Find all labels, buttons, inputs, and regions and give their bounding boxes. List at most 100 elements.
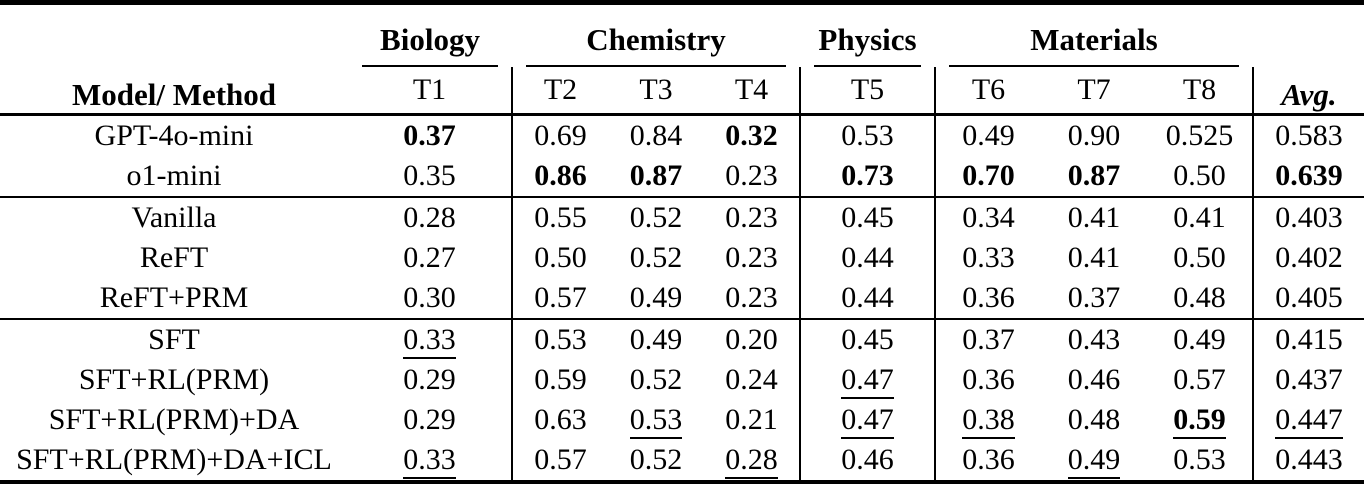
value-cell: 0.36 [934,278,1041,319]
value-text: 0.47 [841,363,894,399]
value-text: 0.38 [962,403,1015,439]
value-text: 0.36 [962,363,1015,396]
value-cell: 0.44 [799,238,935,278]
value-text: 0.49 [962,119,1015,152]
value-cell: 0.23 [704,197,800,238]
table-row: ReFT+PRM 0.30 0.57 0.49 0.23 0.44 0.36 0.37 0.48… [0,278,1364,319]
value-text: 0.23 [725,159,778,192]
value-cell: 0.443 [1252,440,1364,483]
value-text: 0.405 [1275,281,1343,314]
value-text: 0.86 [534,159,587,192]
value-cell: 0.437 [1252,360,1364,400]
value-cell: 0.33 [348,319,512,360]
value-text: 0.84 [629,119,683,152]
table-row: Vanilla 0.28 0.55 0.52 0.23 0.45 0.34 0.41 0.41 0… [0,197,1364,238]
col-header-model-method: Model/ Method [71,77,277,112]
row-group-3: SFT 0.33 0.53 0.49 0.20 0.45 0.37 0.43 0.49 0.415… [0,319,1364,483]
value-text: 0.45 [841,323,894,356]
col-header-t4: T4 [734,73,769,106]
value-cell: 0.41 [1041,238,1147,278]
value-cell: 0.33 [934,238,1041,278]
value-text: 0.402 [1275,241,1343,274]
col-header-avg: Avg. [1281,77,1337,112]
value-cell: 0.32 [704,115,800,157]
value-cell: 0.86 [511,156,608,197]
value-text: 0.55 [534,201,587,234]
value-text: 0.44 [841,281,894,314]
value-cell: 0.53 [1147,440,1253,483]
value-text: 0.23 [725,241,778,274]
value-cell: 0.49 [934,114,1041,156]
value-cell: 0.41 [1041,197,1147,238]
value-cell: 0.84 [608,115,704,157]
value-text: 0.59 [1173,403,1226,439]
value-cell: 0.49 [1147,319,1253,360]
value-cell: 0.49 [1041,440,1147,483]
value-text: 0.48 [1067,403,1121,436]
col-header-t2: T2 [511,67,608,115]
value-text: 0.32 [725,119,778,152]
value-text: 0.583 [1275,119,1343,152]
value-cell: 0.35 [348,156,512,197]
value-text: 0.28 [725,443,778,479]
table-row: SFT+RL(PRM)+DA 0.29 0.63 0.53 0.21 0.47 0.38 0.… [0,400,1364,440]
value-cell: 0.52 [608,440,704,483]
row-group-1: GPT-4o-mini 0.37 0.69 0.84 0.32 0.53 0.49 0.90 0… [0,114,1364,197]
value-text: 0.57 [534,443,587,476]
value-cell: 0.41 [1147,197,1253,238]
table-row: ReFT 0.27 0.50 0.52 0.23 0.44 0.33 0.41 0.50 0.40… [0,238,1364,278]
value-cell: 0.403 [1252,197,1364,238]
table-header: Model/ Method Biology Chemistry Physics … [0,3,1364,115]
value-text: 0.87 [629,159,683,192]
value-cell: 0.447 [1252,400,1364,440]
value-cell: 0.37 [348,115,512,157]
value-cell: 0.44 [799,278,935,319]
value-cell: 0.52 [608,197,704,238]
value-text: 0.52 [629,201,683,234]
col-group-physics-label: Physics [814,22,921,67]
value-cell: 0.53 [511,319,608,360]
value-cell: 0.33 [348,440,512,483]
value-cell: 0.46 [1041,360,1147,400]
value-cell: 0.37 [934,319,1041,360]
value-text: 0.87 [1067,159,1121,192]
value-cell: 0.23 [704,278,800,319]
value-text: 0.443 [1275,443,1343,476]
method-cell: Vanilla [131,201,217,234]
value-text: 0.33 [403,443,456,479]
value-text: 0.49 [1067,443,1121,479]
value-cell: 0.20 [704,319,800,360]
value-cell: 0.53 [608,400,704,440]
table-row: SFT+RL(PRM) 0.29 0.59 0.52 0.24 0.47 0.36 0.46 0… [0,360,1364,400]
value-text: 0.46 [841,443,894,476]
value-cell: 0.38 [934,400,1041,440]
value-text: 0.33 [962,241,1015,274]
table-row: GPT-4o-mini 0.37 0.69 0.84 0.32 0.53 0.49 0.90 0… [0,114,1364,157]
value-cell: 0.70 [934,156,1041,197]
value-text: 0.24 [725,363,778,396]
col-group-physics: Physics [800,3,935,67]
value-cell: 0.87 [1041,156,1147,197]
value-text: 0.28 [403,201,456,234]
value-cell: 0.59 [511,360,608,400]
value-text: 0.53 [1173,443,1226,476]
value-cell: 0.53 [799,114,935,156]
value-cell: 0.405 [1252,278,1364,319]
value-cell: 0.50 [1147,156,1253,197]
value-cell: 0.45 [799,319,935,360]
value-text: 0.27 [403,241,456,274]
value-cell: 0.29 [348,400,512,440]
method-cell: SFT [148,323,200,356]
value-text: 0.41 [1173,201,1226,234]
method-cell: SFT+RL(PRM) [78,363,270,396]
value-text: 0.50 [1173,241,1226,274]
value-text: 0.46 [1067,363,1121,396]
value-cell: 0.21 [704,400,800,440]
value-text: 0.35 [403,159,456,192]
method-cell: GPT-4o-mini [94,119,254,152]
col-header-t5: T5 [799,67,935,115]
value-cell: 0.87 [608,156,704,197]
value-cell: 0.43 [1041,319,1147,360]
method-cell: ReFT+PRM [99,281,249,314]
